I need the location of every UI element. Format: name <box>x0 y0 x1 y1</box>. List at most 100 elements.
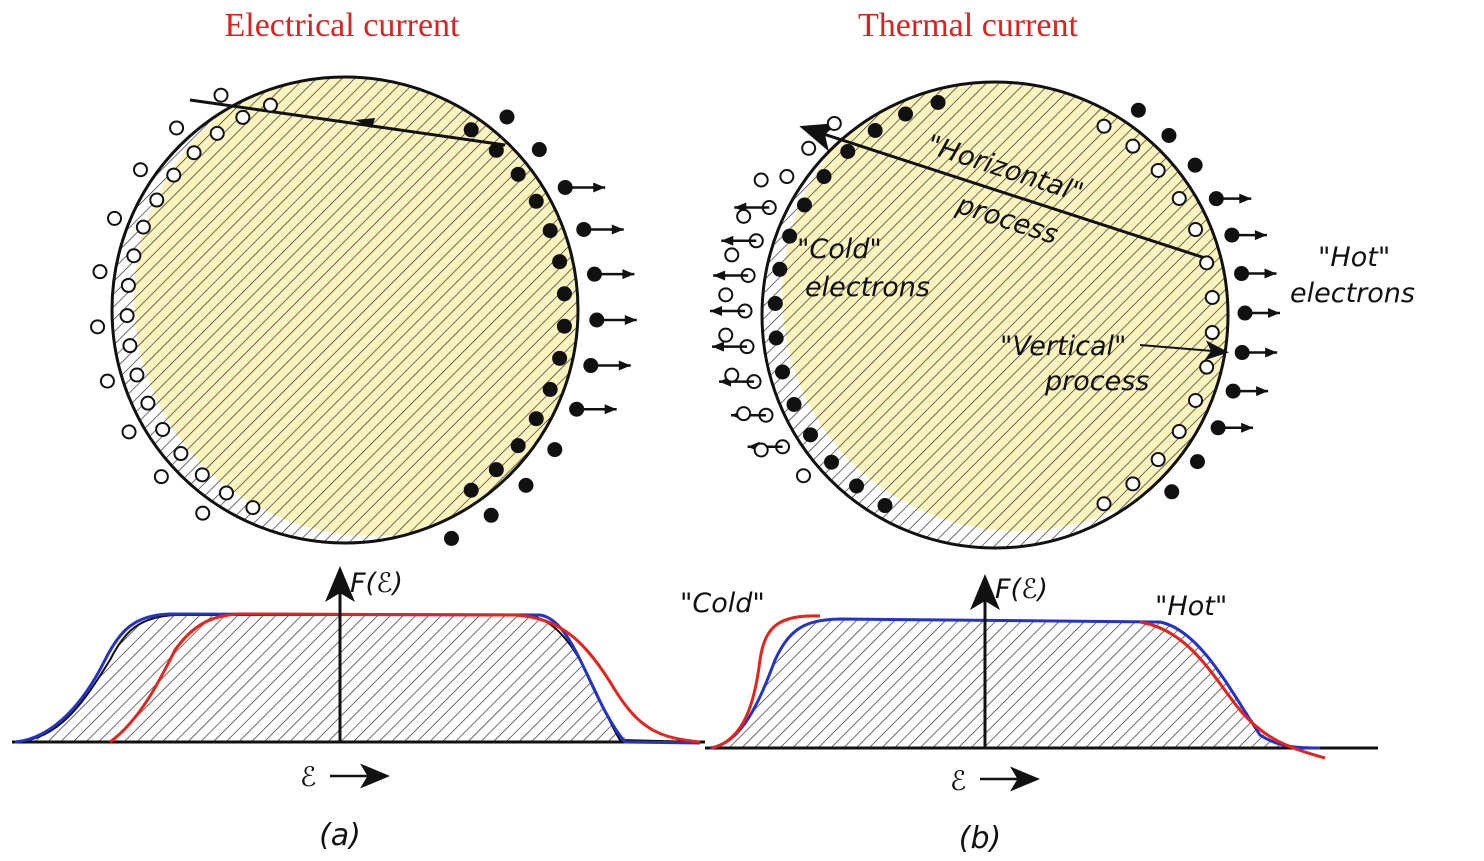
hot-electron <box>1162 129 1175 142</box>
cold-electron <box>725 248 738 261</box>
annotation: process <box>1044 366 1149 397</box>
annotation: electrons <box>805 272 930 303</box>
cold-electron <box>1206 326 1219 339</box>
cold-electron <box>1200 256 1213 269</box>
cold-electron <box>755 174 768 187</box>
cold-electron <box>101 375 114 388</box>
hot-electron <box>825 456 838 469</box>
arrow-head <box>1241 423 1253 433</box>
cold-electron <box>737 210 750 223</box>
cold-electron <box>1098 497 1111 510</box>
cold-electron <box>737 407 750 420</box>
cold-electron <box>780 170 793 183</box>
panel-title: Electrical current <box>224 7 460 44</box>
panel-title: Thermal current <box>858 7 1078 44</box>
cold-electron <box>215 89 228 102</box>
arrow-head <box>593 182 605 192</box>
hot-electron <box>445 532 458 545</box>
hot-electron <box>879 499 892 512</box>
cold-electron <box>1098 120 1111 133</box>
arrow-head <box>622 269 634 279</box>
cold-electron <box>93 265 106 278</box>
hot-electron <box>788 398 801 411</box>
cold-electron <box>130 369 143 382</box>
hot-electron <box>485 509 498 522</box>
hot-electron <box>776 365 789 378</box>
hot-electron <box>553 352 566 365</box>
hot-electron <box>533 143 546 156</box>
cold-electron <box>1189 394 1202 407</box>
hot-electron <box>558 320 571 333</box>
cold-electron <box>91 320 104 333</box>
hot-electron <box>512 168 525 181</box>
hot-electron <box>841 145 854 158</box>
annotation: "Vertical" <box>1000 331 1126 362</box>
cold-electron <box>137 221 150 234</box>
hot-electron <box>465 123 478 136</box>
cold-electron <box>156 423 169 436</box>
hot-electron <box>530 412 543 425</box>
distribution <box>705 580 1378 779</box>
hot-electron <box>553 255 566 268</box>
cold-electron <box>155 470 168 483</box>
cold-electron <box>719 329 732 342</box>
cold-electron <box>1206 291 1219 304</box>
hot-electron <box>544 224 557 237</box>
annotation: "Hot" <box>1318 242 1390 273</box>
caption: (b) <box>959 821 1001 856</box>
hot-electron <box>1132 104 1145 117</box>
hot-electron <box>932 96 945 109</box>
hot-electron <box>773 263 786 276</box>
axis-label: F(ℰ) <box>350 568 403 599</box>
cold-electron <box>211 127 224 140</box>
cold-electron <box>264 99 277 112</box>
hot-electron <box>465 484 478 497</box>
fermi-sphere <box>112 60 610 543</box>
cold-electron <box>170 121 183 134</box>
hot-electron <box>1189 159 1202 172</box>
hot-electron <box>530 195 543 208</box>
arrow-head <box>1255 230 1267 240</box>
distribution <box>12 572 705 776</box>
cold-electron <box>802 142 815 155</box>
hot-electron <box>804 428 817 441</box>
hot-electron <box>500 110 513 123</box>
energy-label: ℰ <box>300 762 316 793</box>
annotation: electrons <box>1290 278 1415 309</box>
arrow-head <box>712 342 724 352</box>
hot-electron <box>512 439 525 452</box>
cold-electron <box>1189 223 1202 236</box>
hot-electron <box>850 479 863 492</box>
arrow-head <box>1268 308 1280 318</box>
cold-electron <box>196 507 209 520</box>
cold-electron <box>141 397 154 410</box>
hot-electron <box>770 331 783 344</box>
cold-electron <box>236 111 249 124</box>
cold-electron <box>1173 425 1186 438</box>
cold-electron <box>755 444 768 457</box>
figure: Electrical current Thermal current "Hori… <box>0 0 1484 861</box>
hot-electron <box>490 463 503 476</box>
cold-electron <box>1152 164 1165 177</box>
cold-electron <box>797 469 810 482</box>
cold-electron <box>828 117 841 130</box>
hot-electron <box>1191 455 1204 468</box>
arrow-head <box>1265 269 1277 279</box>
arrow-head <box>710 306 722 316</box>
annotation: "Cold" <box>797 234 882 265</box>
hot-electron <box>869 124 882 137</box>
cold-electron <box>134 163 147 176</box>
cold-electron <box>1126 140 1139 153</box>
cold-electron <box>1152 453 1165 466</box>
cold-electron <box>188 146 201 159</box>
fermi-sphere <box>762 59 1254 548</box>
hot-electron <box>899 108 912 121</box>
cold-electron <box>196 468 209 481</box>
hot-electron <box>818 170 831 183</box>
arrow-head <box>625 315 637 325</box>
caption: (a) <box>319 818 361 853</box>
arrow-head <box>1265 348 1277 358</box>
cold-electron <box>167 169 180 182</box>
arrow-head <box>619 361 631 371</box>
cold-electron <box>174 447 187 460</box>
